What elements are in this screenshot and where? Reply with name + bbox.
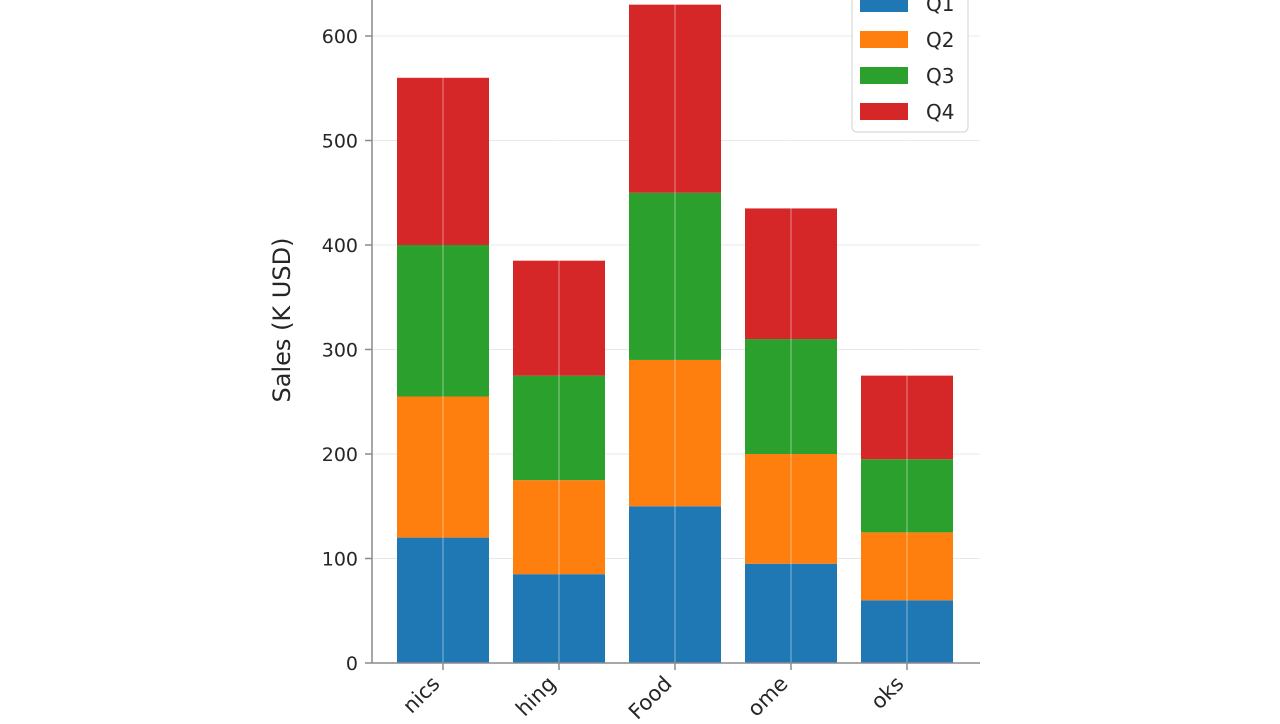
y-tick-label: 300 — [322, 340, 358, 362]
legend-label-q1: Q1 — [926, 0, 954, 16]
bar-segment-q2 — [861, 532, 953, 601]
bar-segment-q2 — [745, 454, 837, 564]
y-tick-label: 400 — [322, 235, 358, 257]
bar-segment-q4 — [745, 208, 837, 340]
bar-segment-q3 — [397, 245, 489, 397]
x-tick-label: ome — [743, 672, 793, 720]
bar-segment-q3 — [629, 192, 721, 360]
legend-swatch-q4 — [860, 103, 908, 120]
vertical-grid — [442, 0, 908, 663]
bar-segment-q2 — [629, 359, 721, 507]
x-tick-label: oks — [866, 672, 908, 714]
bar-segment-q3 — [861, 459, 953, 533]
y-tick-label: 200 — [322, 444, 358, 466]
legend-label-q2: Q2 — [926, 28, 954, 52]
y-tick-label: 100 — [322, 549, 358, 571]
bar-segment-q1 — [397, 537, 489, 663]
bar-segment-q4 — [629, 4, 721, 193]
bar-segment-q1 — [513, 574, 605, 663]
legend-label-q3: Q3 — [926, 64, 954, 88]
y-axis-label: Sales (K USD) — [268, 238, 296, 403]
legend-label-q4: Q4 — [926, 100, 954, 124]
y-tick-label: 600 — [322, 26, 358, 48]
legend-swatch-q1 — [860, 0, 908, 12]
x-tick-label: Food — [624, 672, 677, 720]
bar-segment-q4 — [397, 77, 489, 245]
x-tick-label: nics — [398, 672, 444, 718]
bar-segment-q4 — [513, 260, 605, 376]
bar-segment-q1 — [629, 506, 721, 663]
bar-segment-q4 — [861, 375, 953, 460]
bar-segment-q3 — [513, 375, 605, 481]
y-tick-label: 500 — [322, 131, 358, 153]
x-tick-label: hing — [511, 672, 560, 720]
legend: Q1 Q2 Q3 Q4 — [851, 0, 969, 133]
bar-segment-q2 — [397, 396, 489, 538]
legend-swatch-q2 — [860, 31, 908, 48]
bar-segment-q2 — [513, 480, 605, 575]
bar-segment-q1 — [745, 563, 837, 663]
legend-swatch-q3 — [860, 67, 908, 84]
y-tick-label: 0 — [346, 653, 358, 675]
bar-segment-q3 — [745, 339, 837, 454]
bars — [397, 4, 953, 663]
bar-segment-q1 — [861, 600, 953, 663]
